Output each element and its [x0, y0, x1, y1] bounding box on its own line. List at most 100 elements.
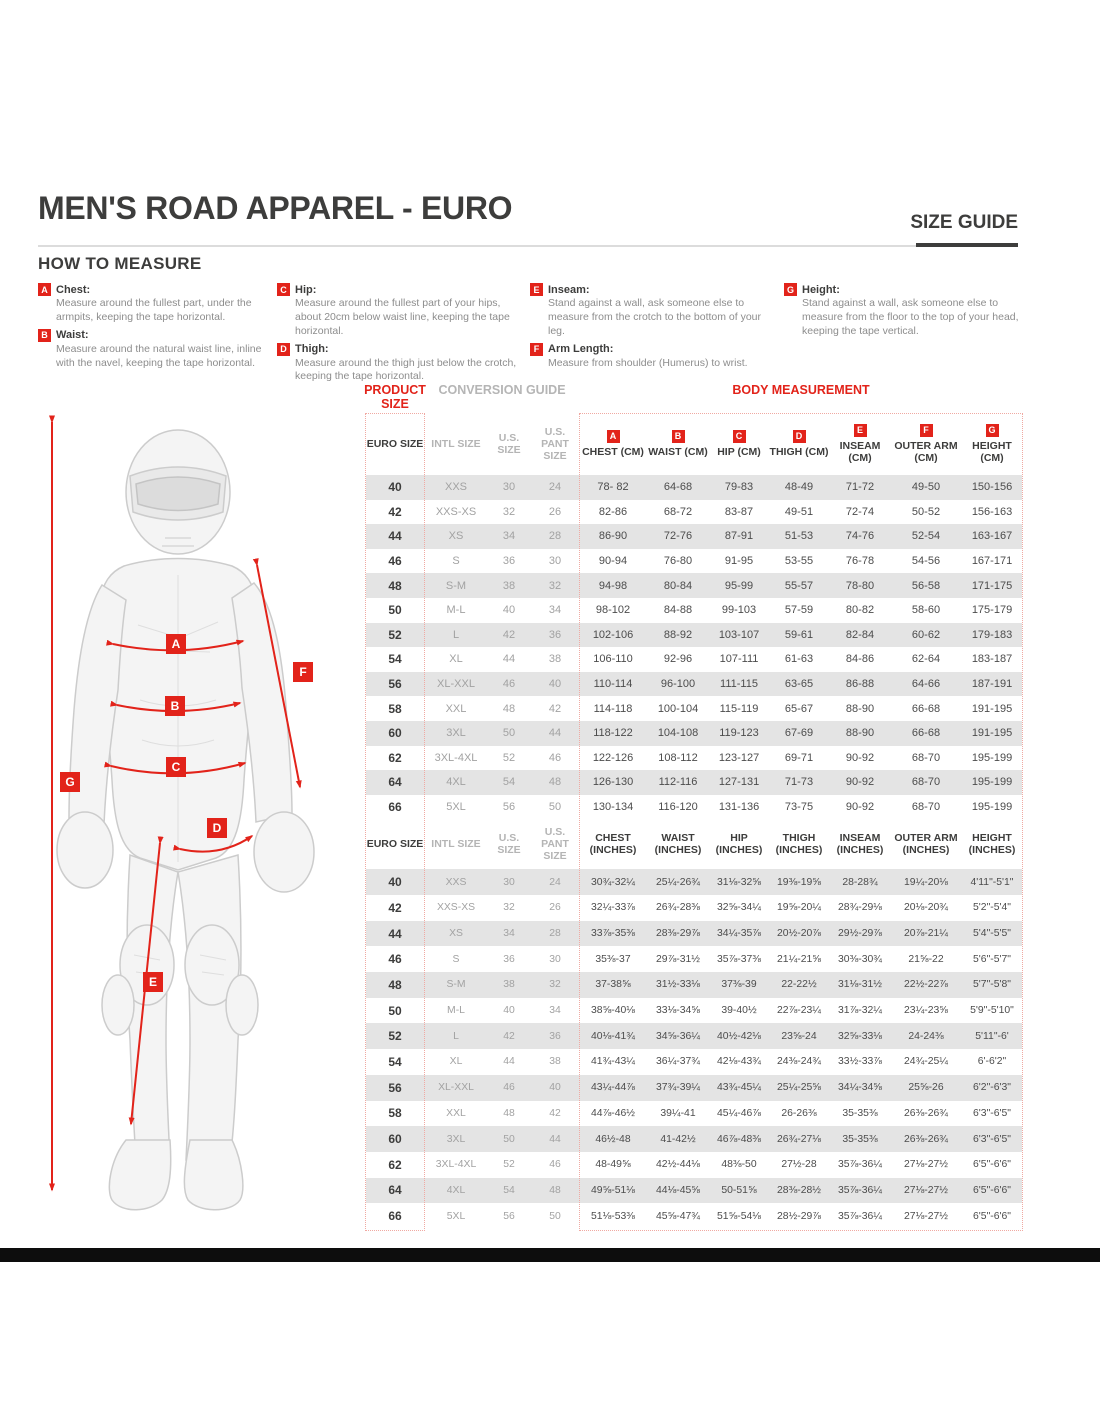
measure-description: Measure around the natural waist line, i… — [56, 342, 262, 369]
cell-euro-size: 58 — [388, 1106, 402, 1121]
cell-waist: 100-104 — [657, 702, 699, 715]
table-row: 54 XL 44 38 106-110 92-96 107-111 61-63 84-86 62-… — [366, 647, 1022, 672]
cell-thigh: 69-71 — [784, 751, 814, 764]
measure-name: Thigh: — [295, 343, 329, 356]
cell-hip: 31⅛-32⅝ — [717, 876, 761, 888]
cell-outer-arm: 66-68 — [911, 727, 941, 740]
cell-height: 195-199 — [971, 751, 1013, 764]
cell-chest: 32¼-33⅞ — [591, 902, 635, 914]
bottom-black-bar — [0, 1248, 1100, 1262]
cell-inseam: 35⅞-36¼ — [838, 1210, 882, 1222]
cell-inseam: 74-76 — [845, 530, 875, 543]
cell-euro-size: 64 — [388, 1183, 402, 1198]
cell-waist: 116-120 — [658, 801, 698, 814]
cell-height: 6'3"-6'5" — [973, 1107, 1011, 1119]
cell-waist: 112-116 — [658, 776, 698, 789]
cell-hip: 99-103 — [721, 604, 757, 617]
cell-inseam: 78-80 — [845, 579, 875, 592]
cell-waist: 33⅛-34⅝ — [656, 1005, 700, 1017]
cm-table-header: EURO SIZE INTL SIZE U.S. SIZE U.S. PANT … — [366, 413, 1022, 475]
cell-thigh: 55-57 — [784, 579, 814, 592]
table-row: 46 S 36 30 90-94 76-80 91-95 53-55 76-78 54-56 167… — [366, 549, 1022, 574]
cell-thigh: 61-63 — [784, 653, 814, 666]
cell-intl-size: XXS-XS — [435, 505, 477, 518]
cell-euro-size: 56 — [388, 1080, 402, 1095]
cell-intl-size: XS — [448, 530, 464, 543]
cell-chest: 78- 82 — [597, 481, 629, 494]
cell-height: 5'4"-5'5" — [973, 928, 1011, 940]
cell-outer-arm: 27⅛-27½ — [904, 1184, 948, 1196]
measure-column: E Inseam: Stand against a wall, ask someon… — [530, 283, 774, 374]
cell-hip: 83-87 — [724, 505, 754, 518]
cell-euro-size: 48 — [388, 977, 402, 992]
cell-euro-size: 40 — [388, 480, 402, 495]
cell-chest: 48-49⅝ — [595, 1159, 631, 1171]
cell-intl-size: XL — [449, 1056, 463, 1068]
cell-height: 6'-6'2" — [977, 1056, 1007, 1068]
cell-us-size: 40 — [502, 604, 516, 617]
cell-intl-size: 3XL — [446, 727, 466, 740]
col-header-hip-cm: C HIP (CM) — [717, 429, 761, 458]
cell-hip: 131-136 — [718, 801, 760, 814]
cell-us-pant-size: 50 — [549, 1210, 561, 1222]
table-row: 40 XXS 30 24 78- 82 64-68 79-83 48-49 71-72 49-50… — [366, 475, 1022, 500]
col-header-thigh-cm: D THIGH (CM) — [769, 429, 829, 458]
cell-waist: 104-108 — [657, 727, 699, 740]
cell-us-size: 32 — [503, 902, 515, 914]
measure-name: Waist: — [56, 329, 89, 342]
cell-thigh: 26¾-27⅛ — [777, 1133, 821, 1145]
cell-intl-size: XXS-XS — [436, 902, 476, 914]
cell-inseam: 90-92 — [845, 801, 875, 814]
cell-thigh: 25¼-25⅝ — [777, 1082, 821, 1094]
col-header-euro-size: EURO SIZE — [366, 437, 424, 450]
cell-euro-size: 62 — [388, 1157, 402, 1172]
inches-table-rows: 40 XXS 30 24 30¾-32¼ 25¼-26¾ 31⅛-32⅝ 19⅜-19⅝ 28-… — [366, 869, 1022, 1229]
cell-us-size: 30 — [502, 481, 516, 494]
table-row: 44 XS 34 28 86-90 72-76 87-91 51-53 74-76 52-54 16… — [366, 524, 1022, 549]
cell-hip: 43¾-45¼ — [717, 1082, 761, 1094]
cell-height: 171-175 — [971, 579, 1013, 592]
table-row: 58 XXL 48 42 44⅞-46½ 39¼-41 45¼-46⅞ 26-26⅜ 35-35… — [366, 1101, 1022, 1127]
cell-us-size: 44 — [502, 653, 516, 666]
measure-item: C Hip: — [277, 283, 519, 296]
cell-outer-arm: 52-54 — [911, 530, 941, 543]
cell-us-size: 50 — [502, 727, 516, 740]
cell-inseam: 28¾-29⅛ — [838, 902, 882, 914]
cell-us-size: 34 — [502, 530, 516, 543]
cell-waist: 108-112 — [658, 751, 698, 764]
cell-chest: 130-134 — [592, 801, 634, 814]
cell-height: 183-187 — [971, 653, 1013, 666]
cell-inseam: 35-35⅜ — [842, 1133, 878, 1145]
cell-hip: 35⅞-37⅜ — [717, 953, 761, 965]
cell-thigh: 19⅝-20¼ — [777, 902, 821, 914]
measure-description: Measure around the thigh just below the … — [295, 356, 517, 383]
cell-intl-size: 3XL — [446, 1133, 466, 1145]
cell-inseam: 32⅝-33⅛ — [838, 1030, 882, 1042]
cell-us-pant-size: 44 — [548, 727, 562, 740]
cell-hip: 46⅞-48⅜ — [717, 1133, 761, 1145]
cell-intl-size: M-L — [447, 1005, 465, 1017]
cell-outer-arm: 21⅝-22 — [908, 953, 944, 965]
cell-chest: 90-94 — [598, 555, 628, 568]
cell-us-pant-size: 38 — [548, 653, 562, 666]
cell-outer-arm: 20⅞-21¼ — [904, 928, 948, 940]
cell-intl-size: S-M — [446, 979, 466, 991]
cell-outer-arm: 68-70 — [911, 801, 941, 814]
table-row: 52 L 42 36 102-106 88-92 103-107 59-61 82-84 60-6… — [366, 622, 1022, 648]
cell-waist: 39¼-41 — [660, 1107, 696, 1119]
cell-us-size: 36 — [503, 953, 515, 965]
cell-us-pant-size: 48 — [549, 1184, 561, 1196]
cell-intl-size: 4XL — [446, 1184, 466, 1196]
cell-outer-arm: 24-24⅜ — [908, 1030, 944, 1042]
rider-illustration — [56, 429, 315, 1211]
cell-outer-arm: 22½-22⅞ — [904, 979, 948, 991]
cell-outer-arm: 62-64 — [911, 653, 941, 666]
cell-hip: 40½-42⅛ — [717, 1030, 761, 1042]
measure-description: Stand against a wall, ask someone else t… — [802, 297, 1019, 337]
measure-letter-badge: E — [530, 283, 543, 296]
cell-waist: 28⅜-29⅞ — [656, 928, 700, 940]
marker-b-icon: B — [171, 699, 180, 713]
cell-height: 187-191 — [971, 678, 1013, 691]
cell-outer-arm: 68-70 — [911, 751, 941, 764]
cell-intl-size: XXS — [445, 876, 467, 888]
